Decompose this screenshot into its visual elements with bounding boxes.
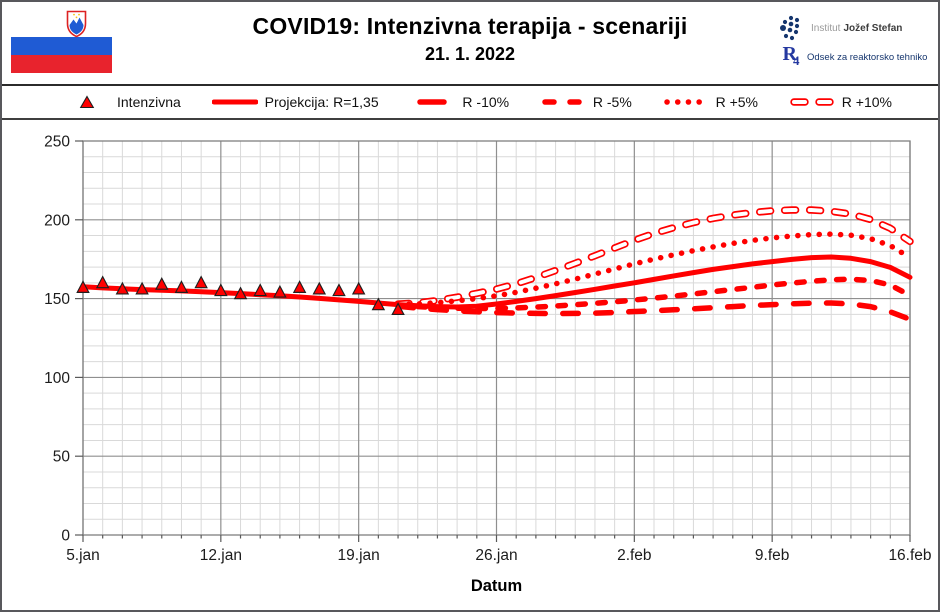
observed-point-marker (214, 283, 228, 297)
flag-stripe-red (11, 55, 112, 73)
legend-marker-solid (211, 99, 258, 105)
y-axis-label: 200 (44, 212, 70, 229)
y-axis-label: 0 (61, 528, 70, 545)
department-row: R4 Odsek za reaktorsko tehniko (778, 43, 930, 68)
x-axis-label: 9.feb (755, 547, 789, 564)
title-block: COVID19: Intenzivna terapija - scenariji… (2, 13, 938, 65)
slovenia-flag (11, 10, 112, 73)
r4-logo: R4 (782, 43, 800, 68)
org-logos: Institut Jožef Stefan R4 Odsek za reakto… (778, 15, 930, 74)
x-axis-label: 2.feb (617, 547, 651, 564)
legend-item-long-dash: R -10% (409, 94, 509, 110)
observed-point-marker (135, 281, 149, 295)
observed-point-marker (292, 280, 307, 293)
legend-label: R +10% (841, 94, 892, 110)
covid-line-chart: 0 50 100 150 200 250 5.jan 12.jan 19.jan 26.jan 2.… (44, 134, 931, 596)
observed-point-marker (115, 281, 130, 295)
observed-point-marker (391, 302, 405, 316)
chart-area: 0 50 100 150 200 250 5.jan 12.jan 19.jan 26.jan 2.… (2, 120, 938, 610)
observed-point-marker (174, 280, 189, 293)
y-axis-label: 150 (44, 291, 70, 308)
institute-row: Institut Jožef Stefan (778, 15, 930, 41)
legend-label: Intenzivna (117, 94, 181, 110)
observed-point-marker (233, 286, 248, 300)
series-dash (395, 276, 913, 312)
series-dot (395, 231, 913, 308)
legend-label: R -10% (462, 94, 510, 110)
legend-item-hollow-dash: R +10% (789, 94, 892, 110)
x-axis-label: 26.jan (475, 547, 517, 564)
series-long-dash (395, 300, 913, 323)
x-axis-label: 12.jan (200, 547, 242, 564)
legend-label: R -5% (592, 94, 632, 110)
observed-point-marker (194, 275, 208, 289)
flag-stripe-white (11, 19, 112, 37)
legend-marker-dot (663, 99, 709, 105)
observed-point-marker (253, 283, 267, 297)
report-date: 21. 1. 2022 (424, 44, 516, 64)
header: COVID19: Intenzivna terapija - scenariji… (2, 2, 938, 86)
legend-marker-hollow-dash (790, 98, 834, 106)
observed-point-marker (155, 276, 169, 290)
observed-point-marker (332, 283, 346, 297)
observed-point-marker (312, 281, 327, 295)
legend-label: Projekcija: R=1,35 (264, 94, 379, 110)
legend-item-dot: R +5% (663, 94, 758, 110)
x-axis-label: 5.jan (66, 547, 100, 564)
institute-label-light: Institut (811, 22, 841, 34)
observed-point-marker (95, 275, 110, 289)
legend-label: R +5% (715, 94, 758, 110)
page-title: COVID19: Intenzivna terapija - scenariji (252, 13, 688, 39)
observed-point-marker (273, 284, 287, 298)
observed-point-marker (351, 281, 366, 295)
legend-marker-dash (542, 99, 584, 105)
slovenia-coat-of-arms-icon (66, 10, 87, 38)
department-label: Odsek za reaktorsko tehniko (807, 52, 928, 63)
chart-legend: Intenzivna Projekcija: R=1,35 R -10% R -5% R… (2, 86, 938, 120)
ijs-dots-logo-icon (780, 15, 800, 41)
y-axis-label: 50 (53, 449, 71, 466)
y-axis-label: 100 (44, 370, 70, 387)
observed-point-marker (371, 297, 386, 311)
observed-point-marker (76, 280, 90, 293)
legend-marker-triangle (79, 95, 95, 109)
x-axis-label: 16.feb (888, 547, 931, 564)
legend-item-solid: Projekcija: R=1,35 (211, 94, 379, 110)
legend-item-triangle: Intenzivna (64, 94, 181, 110)
series-hollow-dash (396, 208, 912, 307)
x-axis-title: Datum (471, 577, 522, 595)
y-axis-label: 250 (44, 134, 70, 151)
institute-label-bold: Jožef Stefan (843, 22, 903, 34)
legend-item-dash: R -5% (540, 94, 632, 110)
flag-stripe-blue (11, 37, 112, 55)
legend-marker-long-dash (417, 99, 448, 105)
x-axis-label: 19.jan (338, 547, 380, 564)
